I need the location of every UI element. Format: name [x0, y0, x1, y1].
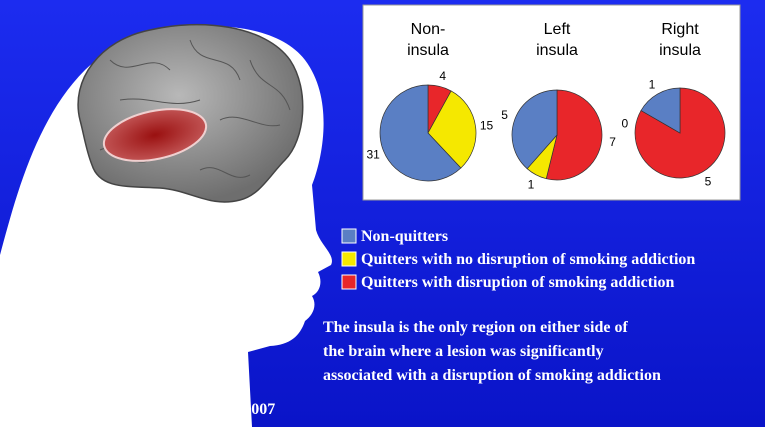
pie-value-label: 5	[705, 174, 712, 188]
legend-swatch	[341, 251, 357, 267]
pie-title: Right	[661, 21, 699, 38]
pie-slice	[379, 84, 462, 182]
insula-region	[102, 108, 208, 162]
legend-swatch	[341, 274, 357, 290]
pie-value-label: 31	[366, 148, 380, 162]
pie-slice	[545, 89, 603, 181]
pie-slice	[640, 87, 681, 134]
pie-title: insula	[536, 42, 578, 59]
legend-label: Quitters with disruption of smoking addi…	[361, 274, 674, 291]
legend-label: Non-quitters	[361, 228, 448, 245]
pie-slice	[511, 89, 558, 170]
pie-title: insula	[659, 42, 701, 59]
pie-value-label: 4	[439, 69, 446, 83]
pie-value-label: 7	[609, 135, 616, 149]
legend-swatch	[341, 228, 357, 244]
pie-title: insula	[407, 42, 449, 59]
pie-value-label: 0	[621, 116, 628, 130]
pie-value-label: 1	[528, 178, 535, 192]
pie-title: Left	[544, 21, 571, 38]
pie-value-label: 15	[480, 119, 494, 133]
caption-line: the brain where a lesion was significant…	[323, 343, 604, 360]
pie-value-label: 1	[649, 78, 656, 92]
pie-value-label: 5	[501, 108, 508, 122]
pie-title: Non-	[411, 21, 446, 38]
brain-folds	[99, 39, 291, 178]
citation: Naqvi,N. et al., Science 315:531, 2007	[22, 401, 275, 418]
caption-line: associated with a disruption of smoking …	[323, 367, 661, 384]
legend-label: Quitters with no disruption of smoking a…	[361, 251, 695, 268]
pie-slice	[427, 90, 477, 169]
caption-line: The insula is the only region on either …	[323, 319, 628, 336]
